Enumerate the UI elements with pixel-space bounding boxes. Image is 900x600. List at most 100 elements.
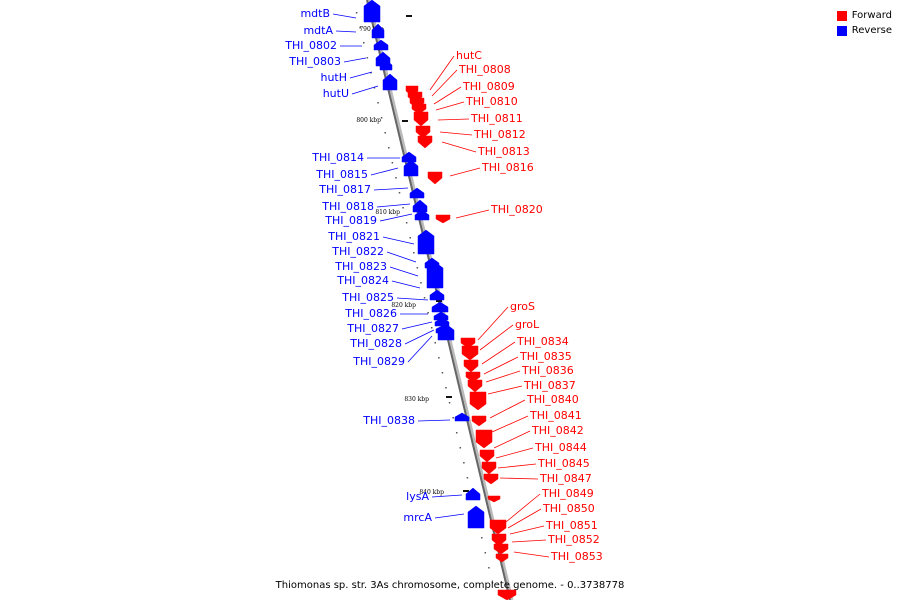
forward-gene-arrow	[461, 345, 479, 361]
reverse-gene-arrow	[429, 289, 445, 301]
axis-tick	[409, 237, 411, 239]
axis-tick	[370, 72, 372, 74]
forward-gene-leader	[511, 539, 547, 543]
reverse-gene-arrow	[431, 301, 449, 313]
forward-gene-arrow	[465, 371, 481, 383]
forward-gene-label: THI_0816	[481, 161, 534, 174]
forward-gene-arrow	[483, 473, 499, 485]
forward-gene-arrow	[463, 359, 479, 373]
axis-tick	[488, 567, 490, 569]
axis-tick	[416, 267, 419, 269]
reverse-gene-arrow	[379, 59, 393, 71]
forward-gene-leader	[505, 493, 541, 523]
forward-gene-arrow	[469, 391, 487, 411]
forward-gene-label: THI_0812	[473, 128, 526, 141]
forward-gene-leader	[495, 447, 534, 459]
forward-gene-arrow	[467, 379, 483, 393]
reverse-gene-leader	[391, 280, 421, 289]
reverse-gene-label: THI_0819	[324, 214, 377, 227]
forward-gene-leader	[481, 341, 516, 365]
forward-gene-leader	[483, 356, 519, 375]
axis-tick	[480, 537, 483, 539]
legend-forward: Forward	[836, 8, 892, 23]
reverse-gene-leader	[351, 85, 379, 95]
reverse-gene-leader	[343, 57, 367, 63]
forward-gene-leader	[449, 167, 481, 177]
genome-caption: Thiomonas sp. str. 3As chromosome, compl…	[275, 580, 625, 591]
forward-gene-label: hutC	[456, 49, 482, 62]
forward-gene-arrow	[489, 519, 507, 535]
axis-tick	[373, 87, 376, 89]
reverse-gene-label: THI_0826	[344, 307, 397, 320]
reverse-gene-label: hutU	[323, 87, 349, 100]
kbp-label: 800 kbp	[356, 117, 381, 124]
forward-gene-label: THI_0837	[523, 379, 576, 392]
reverse-gene-label: THI_0822	[331, 245, 384, 258]
forward-gene-leader	[493, 430, 531, 449]
forward-gene-leader	[479, 324, 514, 351]
forward-gene-leader	[435, 101, 465, 111]
reverse-gene-arrow	[454, 412, 470, 422]
forward-gene-label: THI_0851	[545, 519, 598, 532]
reverse-gene-leader	[401, 321, 433, 330]
legend-forward-label: Forward	[851, 10, 892, 21]
reverse-gene-leader	[407, 335, 433, 363]
reverse-gene-arrow	[414, 209, 430, 221]
reverse-gene-arrow	[465, 487, 481, 501]
forward-gene-arrow	[479, 449, 495, 463]
axis-tick	[388, 147, 390, 149]
reverse-gene-arrow	[437, 323, 455, 341]
axis-tick	[366, 57, 369, 59]
axis-tick	[463, 462, 465, 464]
forward-gene-label: THI_0844	[534, 441, 587, 454]
forward-gene-label: groL	[515, 318, 540, 331]
axis-tick	[452, 417, 454, 419]
legend-reverse: Reverse	[836, 23, 892, 38]
reverse-gene-label: hutH	[320, 71, 347, 84]
forward-gene-label: THI_0810	[465, 95, 518, 108]
kbp-label: 790 kbp	[359, 26, 384, 33]
forward-gene-leader	[499, 477, 539, 480]
forward-gene-leader	[437, 118, 470, 121]
forward-gene-label: THI_0850	[542, 502, 595, 515]
axis-tick	[441, 372, 444, 374]
reverse-gene-label: THI_0823	[334, 260, 387, 273]
forward-gene-leader	[455, 209, 490, 219]
reverse-swatch	[836, 25, 847, 36]
forward-gene-label: THI_0849	[541, 487, 594, 500]
reverse-gene-leader	[332, 13, 357, 19]
forward-gene-label: THI_0852	[547, 533, 600, 546]
axis-tick	[359, 27, 361, 29]
forward-gene-leader	[485, 370, 521, 383]
forward-gene-arrow	[497, 589, 517, 600]
kbp-label: 840 kbp	[419, 489, 444, 496]
reverse-gene-leader	[376, 203, 411, 208]
kbp-tick	[436, 300, 442, 302]
axis-tick	[491, 582, 494, 584]
forward-gene-arrow	[415, 125, 431, 139]
axis-tick	[363, 42, 365, 44]
reverse-gene-leader	[335, 30, 357, 33]
reverse-gene-arrow	[403, 159, 419, 177]
forward-swatch	[836, 10, 847, 21]
kbp-label: 820 kbp	[391, 302, 416, 309]
forward-gene-arrow	[427, 171, 443, 185]
axis-tick	[377, 102, 379, 104]
forward-gene-leader	[433, 86, 462, 105]
reverse-gene-label: THI_0825	[341, 291, 394, 304]
forward-gene-leader	[487, 385, 523, 395]
forward-gene-arrow	[435, 214, 451, 224]
reverse-gene-leader	[382, 236, 415, 245]
forward-gene-label: THI_0853	[550, 550, 603, 563]
reverse-gene-arrow	[371, 23, 385, 39]
forward-gene-arrow	[411, 103, 427, 115]
reverse-gene-label: THI_0818	[321, 200, 374, 213]
axis-tick	[466, 477, 469, 479]
reverse-gene-leader	[370, 167, 399, 176]
forward-gene-arrow	[491, 533, 507, 547]
reverse-gene-leader	[417, 419, 451, 422]
reverse-gene-label: THI_0817	[318, 183, 371, 196]
forward-gene-label: THI_0840	[526, 393, 579, 406]
